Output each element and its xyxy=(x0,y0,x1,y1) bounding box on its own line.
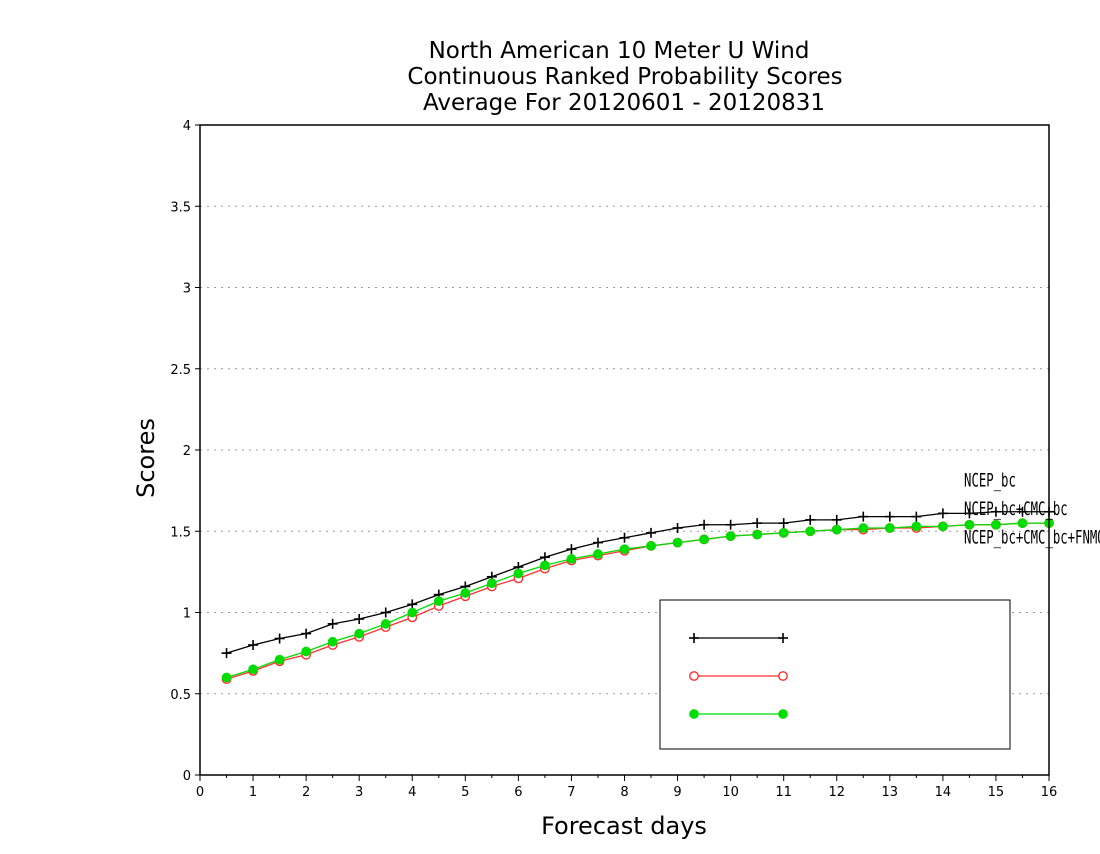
data-point xyxy=(327,636,338,647)
x-tick-label: 12 xyxy=(828,785,845,800)
data-point xyxy=(778,528,789,538)
x-axis-label: Forecast days xyxy=(541,812,707,840)
data-point xyxy=(778,671,788,681)
x-tick-label: 11 xyxy=(775,785,792,800)
data-point xyxy=(433,596,444,606)
y-tick-label: 3.5 xyxy=(170,200,191,215)
data-point xyxy=(964,519,975,530)
data-point xyxy=(513,568,524,579)
y-tick-label: 0.5 xyxy=(170,688,191,703)
data-point xyxy=(619,544,630,554)
legend-label: NCEP_bc+CMC_bc xyxy=(964,497,1068,519)
data-point xyxy=(221,672,232,683)
legend-item: NCEP_bc+CMC_bc xyxy=(689,497,1068,681)
x-tick-label: 13 xyxy=(882,785,899,800)
y-tick-label: 0 xyxy=(183,769,191,784)
data-point xyxy=(646,541,656,551)
x-tick-label: 4 xyxy=(408,785,416,800)
y-tick-label: 2 xyxy=(183,444,191,459)
data-point xyxy=(938,521,948,532)
data-point xyxy=(805,526,816,537)
x-tick-label: 2 xyxy=(302,785,310,800)
series-layer xyxy=(221,506,1054,685)
y-tick-label: 4 xyxy=(183,119,191,134)
legend-box xyxy=(659,599,1011,750)
data-point xyxy=(380,619,391,629)
legend-item: NCEP_bc+CMC_bc+FNMOC_bc xyxy=(689,526,1100,719)
data-point xyxy=(460,588,471,598)
data-point xyxy=(858,523,869,533)
x-tick-label: 5 xyxy=(461,785,469,800)
data-point xyxy=(991,519,1001,530)
axis-ticks: 00.511.522.533.540 1 2 3 4 5 6 7 8 9 10 11 12 13 14 15 1… xyxy=(170,119,1057,800)
legend-label: NCEP_bc+CMC_bc+FNMOC_bc xyxy=(964,526,1100,548)
legend-label: NCEP_bc xyxy=(964,469,1016,491)
data-point xyxy=(566,554,577,564)
data-point xyxy=(689,671,699,681)
x-tick-label: 0 xyxy=(196,785,204,800)
data-point xyxy=(301,646,311,657)
series-2 xyxy=(221,518,1054,683)
data-point xyxy=(831,524,842,535)
y-tick-label: 1.5 xyxy=(170,525,191,540)
y-tick-label: 2.5 xyxy=(170,363,191,378)
y-axis-label: Scores xyxy=(132,418,160,498)
data-point xyxy=(407,607,418,618)
data-point xyxy=(486,578,497,589)
title-line-2: Continuous Ranked Probability Scores xyxy=(407,64,842,90)
x-tick-label: 9 xyxy=(673,785,681,800)
data-point xyxy=(248,664,258,675)
legend-item: NCEP_bc xyxy=(689,469,1016,643)
y-tick-label: 3 xyxy=(183,282,191,297)
x-tick-label: 15 xyxy=(988,785,1005,800)
data-point xyxy=(540,560,550,571)
data-point xyxy=(778,709,788,719)
data-point xyxy=(689,709,699,719)
data-point xyxy=(274,654,285,665)
data-point xyxy=(725,531,736,541)
data-point xyxy=(884,523,895,533)
x-tick-label: 7 xyxy=(567,785,575,800)
title-line-1: North American 10 Meter U Wind xyxy=(429,38,810,64)
x-tick-label: 10 xyxy=(722,785,739,800)
y-tick-label: 1 xyxy=(183,607,191,622)
title-line-3: Average For 20120601 - 20120831 xyxy=(423,90,825,116)
x-tick-label: 14 xyxy=(935,785,952,800)
data-point xyxy=(911,521,922,532)
data-point xyxy=(672,537,683,548)
x-tick-label: 3 xyxy=(355,785,363,800)
x-tick-label: 16 xyxy=(1041,785,1058,800)
data-point xyxy=(1017,518,1028,528)
data-point xyxy=(593,549,603,559)
x-tick-label: 6 xyxy=(514,785,522,800)
x-tick-label: 1 xyxy=(249,785,257,800)
data-point xyxy=(354,628,365,639)
data-point xyxy=(699,534,709,545)
legend: NCEP_bc NCEP_bc+CMC_bc NCEP_bc+CMC_bc+FNMO… xyxy=(659,469,1100,750)
x-tick-label: 8 xyxy=(620,785,628,800)
data-point xyxy=(752,529,763,540)
chart-title: North American 10 Meter U Wind Continuou… xyxy=(407,38,842,116)
series-0 xyxy=(221,506,1054,659)
